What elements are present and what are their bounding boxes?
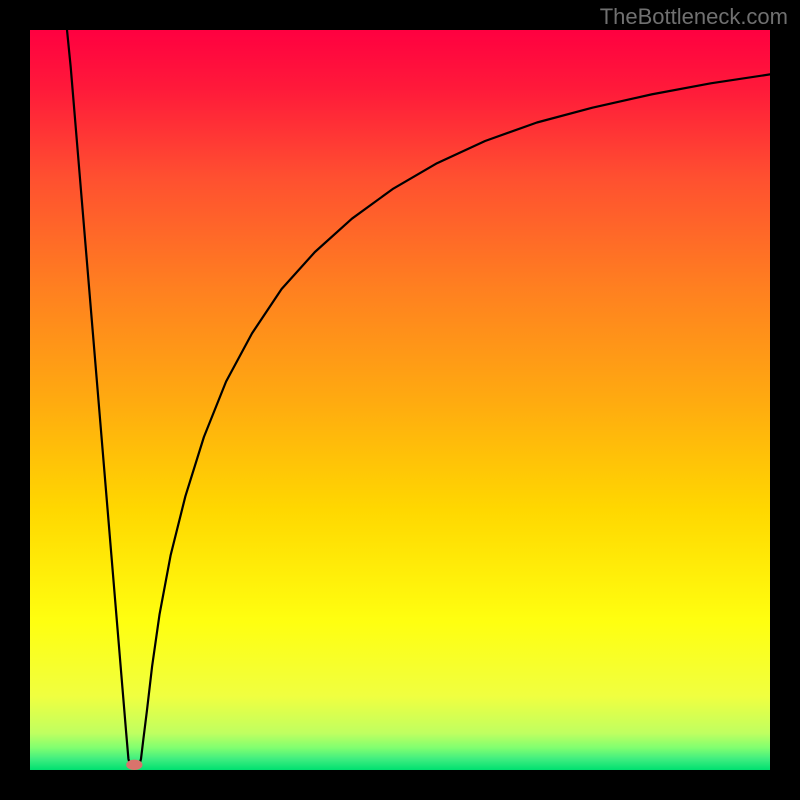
chart-container: TheBottleneck.com [0, 0, 800, 800]
watermark-text: TheBottleneck.com [600, 4, 788, 30]
curve-plot [30, 30, 770, 770]
gradient-background [30, 30, 770, 770]
plot-area [30, 30, 770, 770]
bottleneck-marker [126, 760, 142, 770]
